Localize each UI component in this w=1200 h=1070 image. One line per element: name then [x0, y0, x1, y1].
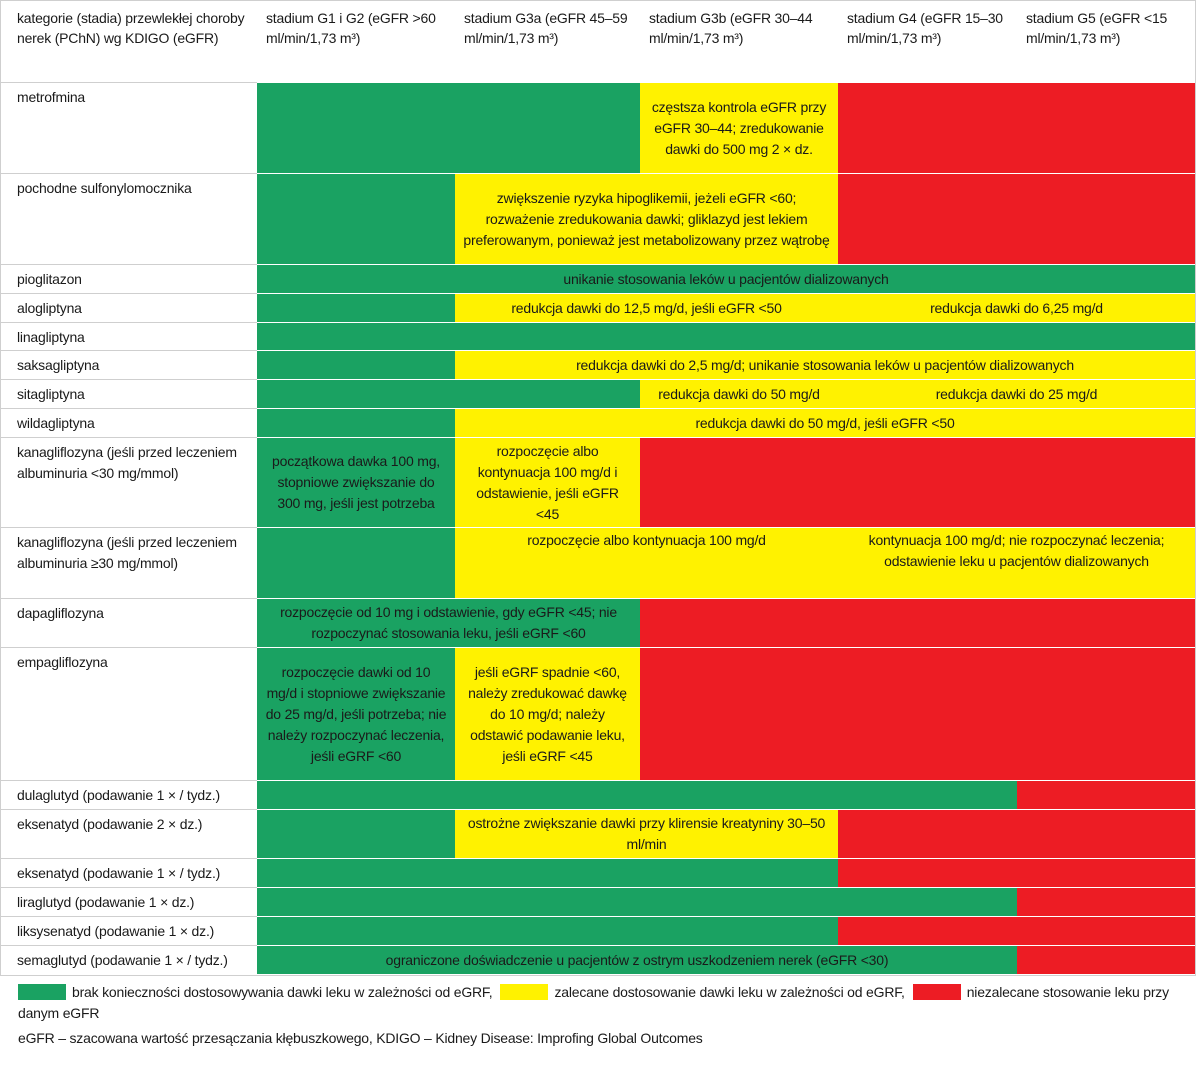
column-header: stadium G1 i G2 (eGFR >60 ml/min/1,73 m³…: [266, 10, 436, 46]
cell-segment: [257, 379, 640, 408]
cell-segment: kontynuacja 100 mg/d; nie rozpoczynać le…: [838, 527, 1195, 598]
cell-segment: [257, 322, 1195, 350]
column-header: stadium G3b (eGFR 30–44 ml/min/1,73 m³): [649, 10, 813, 46]
cell-segment: [257, 887, 1017, 916]
row-label: liksysenatyd (podawanie 1 × dz.): [0, 916, 257, 945]
row-label: eksenatyd (podawanie 1 × / tydz.): [0, 858, 257, 887]
cell-segment: [257, 293, 455, 322]
cell-text: unikanie stosowania leków u pacjentów di…: [563, 270, 889, 287]
cell-segment: redukcja dawki do 6,25 mg/d: [838, 293, 1195, 322]
cell-segment: redukcja dawki do 25 mg/d: [838, 379, 1195, 408]
legend-swatch: [500, 984, 549, 1000]
cell-segment: [1017, 945, 1195, 974]
cell-segment: częstsza kontrola eGFR przy eGFR 30–44; …: [640, 82, 838, 173]
cell-segment: redukcja dawki do 2,5 mg/d; unikanie sto…: [455, 350, 1195, 379]
cell-segment: [838, 173, 1195, 264]
legend: brak konieczności dostosowywania dawki l…: [18, 982, 1178, 1024]
cell-segment: rozpoczęcie dawki od 10 mg/d i stopniowe…: [257, 647, 455, 780]
cell-text: redukcja dawki do 12,5 mg/d, jeśli eGFR …: [511, 299, 782, 316]
column-header: stadium G4 (eGFR 15–30 ml/min/1,73 m³): [847, 10, 1003, 46]
cell-segment: ograniczone doświadczenie u pacjentów z …: [257, 945, 1017, 974]
cell-text: redukcja dawki do 6,25 mg/d: [930, 299, 1103, 316]
cell-segment: [257, 82, 640, 173]
cell-segment: [838, 82, 1195, 173]
cell-segment: redukcja dawki do 50 mg/d: [640, 379, 838, 408]
cell-segment: [257, 780, 1017, 809]
cell-segment: [257, 809, 455, 858]
row-label: dapagliflozyna: [0, 598, 257, 647]
row-label: pochodne sulfonylomocznika: [0, 173, 257, 264]
cell-text: rozpoczęcie dawki od 10 mg/d i stopniowe…: [265, 663, 447, 764]
cell-segment: [640, 647, 1195, 780]
cell-text: redukcja dawki do 50 mg/d: [658, 385, 820, 402]
cell-text: rozpoczęcie od 10 mg i odstawienie, gdy …: [280, 604, 617, 641]
column-header: stadium G3a (eGFR 45–59 ml/min/1,73 m³): [464, 10, 628, 46]
cell-segment: redukcja dawki do 12,5 mg/d, jeśli eGFR …: [455, 293, 838, 322]
row-label: kanagliflozyna (jeśli przed leczeniem al…: [0, 527, 257, 598]
cell-text: redukcja dawki do 50 mg/d, jeśli eGFR <5…: [695, 414, 955, 431]
cell-text: jeśli eGRF spadnie <60, należy zredukowa…: [468, 663, 627, 764]
cell-text: zwiększenie ryzyka hipoglikemii, jeżeli …: [463, 189, 830, 248]
cell-segment: zwiększenie ryzyka hipoglikemii, jeżeli …: [455, 173, 838, 264]
row-label: saksagliptyna: [0, 350, 257, 379]
cell-text: rozpoczęcie albo kontynuacja 100 mg/d: [527, 532, 766, 548]
row-label: liraglutyd (podawanie 1 × dz.): [0, 887, 257, 916]
cell-segment: jeśli eGRF spadnie <60, należy zredukowa…: [455, 647, 640, 780]
cell-segment: początkowa dawka 100 mg, stopniowe zwięk…: [257, 437, 455, 527]
cell-text: kontynuacja 100 mg/d; nie rozpoczynać le…: [868, 532, 1165, 569]
cell-text: rozpoczęcie albo kontynuacja 100 mg/d i …: [476, 442, 619, 522]
column-header: kategorie (stadia) przewlekłej choroby n…: [17, 10, 245, 46]
legend-label: niezalecane stosowanie leku przy danym e…: [18, 984, 1169, 1021]
cell-text: częstsza kontrola eGFR przy eGFR 30–44; …: [651, 98, 827, 157]
cell-segment: rozpoczęcie albo kontynuacja 100 mg/d: [455, 527, 838, 598]
cell-segment: [257, 408, 455, 437]
cell-segment: [838, 809, 1195, 858]
cell-segment: [1017, 780, 1195, 809]
cell-segment: [838, 858, 1195, 887]
row-label: metrofmina: [0, 82, 257, 173]
cell-segment: [640, 598, 1195, 647]
row-label: dulaglutyd (podawanie 1 × / tydz.): [0, 780, 257, 809]
cell-text: ostrożne zwiększanie dawki przy klirensi…: [467, 815, 826, 852]
legend-label: zalecane dostosowanie dawki leku w zależ…: [554, 984, 905, 1000]
footnote: eGFR – szacowana wartość przesączania kł…: [18, 1030, 703, 1046]
cell-segment: [640, 437, 1195, 527]
cell-segment: [257, 858, 838, 887]
cell-segment: ostrożne zwiększanie dawki przy klirensi…: [455, 809, 838, 858]
legend-swatch: [18, 984, 66, 1000]
row-label: empagliflozyna: [0, 647, 257, 780]
row-label: eksenatyd (podawanie 2 × dz.): [0, 809, 257, 858]
cell-segment: [257, 173, 455, 264]
cell-segment: [257, 350, 455, 379]
cell-segment: unikanie stosowania leków u pacjentów di…: [257, 264, 1195, 293]
row-label: semaglutyd (podawanie 1 × / tydz.): [0, 945, 257, 974]
cell-segment: rozpoczęcie albo kontynuacja 100 mg/d i …: [455, 437, 640, 527]
cell-text: ograniczone doświadczenie u pacjentów z …: [385, 951, 889, 968]
cell-segment: redukcja dawki do 50 mg/d, jeśli eGFR <5…: [455, 408, 1195, 437]
row-label: sitagliptyna: [0, 379, 257, 408]
cell-text: redukcja dawki do 25 mg/d: [935, 385, 1098, 402]
cell-segment: [257, 916, 838, 945]
row-label: wildagliptyna: [0, 408, 257, 437]
row-label: pioglitazon: [0, 264, 257, 293]
cell-segment: rozpoczęcie od 10 mg i odstawienie, gdy …: [257, 598, 640, 647]
cell-segment: [257, 527, 455, 598]
cell-segment: [1017, 887, 1195, 916]
legend-label: brak konieczności dostosowywania dawki l…: [72, 984, 493, 1000]
row-label: linagliptyna: [0, 322, 257, 350]
column-header: stadium G5 (eGFR <15 ml/min/1,73 m³): [1026, 10, 1168, 46]
row-label: kanagliflozyna (jeśli przed leczeniem al…: [0, 437, 257, 527]
cell-segment: [838, 916, 1195, 945]
row-label: alogliptyna: [0, 293, 257, 322]
cell-text: początkowa dawka 100 mg, stopniowe zwięk…: [272, 453, 440, 511]
legend-swatch: [912, 984, 961, 1000]
cell-text: redukcja dawki do 2,5 mg/d; unikanie sto…: [576, 356, 1074, 373]
